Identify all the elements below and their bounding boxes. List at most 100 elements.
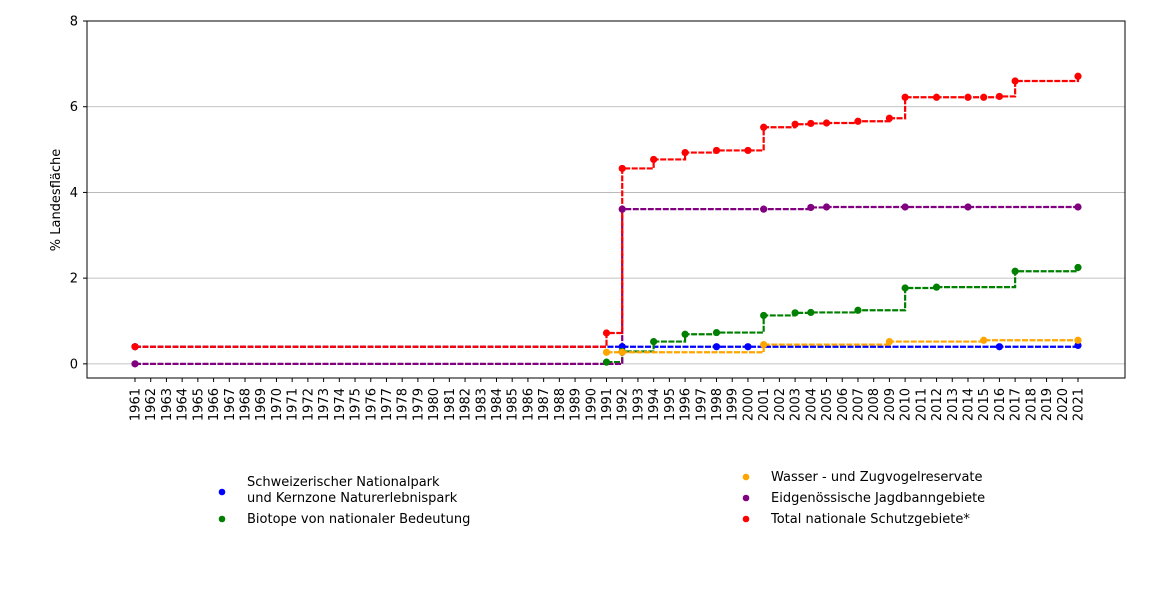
legend-marker <box>218 515 226 523</box>
data-point-4 <box>791 120 799 128</box>
x-tick-label: 2002 <box>773 388 788 421</box>
y-axis-title: % Landesfläche <box>49 149 64 252</box>
x-tick-label: 1982 <box>459 388 474 421</box>
legend-label: Schweizerischer Nationalpark und Kernzone… <box>247 475 458 506</box>
data-point-4 <box>760 123 768 131</box>
x-axis: 1961 1962 1963 1964 1965 1966 1967 1968 1969 1970… <box>129 378 1087 421</box>
data-points <box>131 72 1082 368</box>
legend-item: Biotope von nationaler Bedeutung <box>218 512 470 527</box>
data-point-3 <box>760 205 768 213</box>
legend-label: Wasser - und Zugvogelreservate <box>771 470 983 485</box>
x-tick-label: 2000 <box>741 388 756 421</box>
x-tick-label: 2018 <box>1024 388 1039 421</box>
data-point-1 <box>650 337 658 346</box>
x-tick-label: 1973 <box>317 388 332 421</box>
data-point-1 <box>791 309 799 317</box>
x-tick-label: 1998 <box>710 388 725 421</box>
x-tick-label: 2015 <box>977 388 992 421</box>
data-point-4 <box>807 119 815 128</box>
data-point-4 <box>932 93 941 101</box>
x-tick-label: 2006 <box>836 388 851 421</box>
x-tick-label: 1983 <box>474 388 489 421</box>
data-point-2 <box>885 337 894 346</box>
legend-item: Total nationale Schutzgebiete* <box>742 512 970 527</box>
legend-marker <box>742 473 750 481</box>
x-tick-label: 2001 <box>757 388 772 421</box>
data-point-2 <box>602 348 611 356</box>
data-point-4 <box>712 146 721 155</box>
data-point-4 <box>1074 72 1082 80</box>
x-tick-label: 1967 <box>223 388 238 421</box>
grid-lines <box>87 106 1125 365</box>
data-point-4 <box>131 343 139 351</box>
x-tick-label: 2009 <box>883 388 898 421</box>
x-tick-label: 2016 <box>993 388 1008 421</box>
x-tick-label: 2012 <box>930 388 945 421</box>
x-tick-label: 1978 <box>396 388 411 421</box>
x-tick-label: 1996 <box>679 388 694 421</box>
legend-label: Total nationale Schutzgebiete* <box>770 512 970 527</box>
x-tick-label: 1981 <box>443 388 458 421</box>
x-tick-label: 1999 <box>726 388 741 421</box>
x-tick-label: 1985 <box>506 388 521 421</box>
x-tick-label: 1965 <box>191 388 206 421</box>
x-tick-label: 1969 <box>254 388 269 421</box>
y-axis: 0 2 4 6 8 <box>70 15 87 372</box>
data-point-1 <box>602 358 611 366</box>
x-tick-label: 1984 <box>490 388 505 421</box>
data-point-1 <box>854 306 862 314</box>
data-point-4 <box>980 93 988 101</box>
x-tick-label: 1987 <box>537 388 552 421</box>
x-tick-label: 1993 <box>631 388 646 421</box>
x-tick-label: 2003 <box>789 388 804 421</box>
legend-label: Eidgenössische Jagdbanngebiete <box>771 491 985 506</box>
data-point-1 <box>807 308 815 317</box>
data-point-1 <box>1074 263 1082 272</box>
data-point-1 <box>760 311 768 320</box>
data-point-4 <box>744 146 752 155</box>
data-point-3 <box>964 203 972 211</box>
data-point-4 <box>822 119 831 127</box>
data-point-2 <box>980 336 988 344</box>
data-point-4 <box>618 164 626 173</box>
data-point-1 <box>901 284 909 292</box>
y-tick-label: 4 <box>70 186 78 201</box>
data-point-4 <box>602 329 611 337</box>
x-tick-label: 1975 <box>349 388 364 421</box>
x-tick-label: 1966 <box>207 388 222 421</box>
data-point-3 <box>807 203 815 212</box>
data-point-2 <box>1074 336 1082 344</box>
x-tick-label: 1990 <box>584 388 599 421</box>
series-line-4 <box>135 76 1080 348</box>
data-point-0 <box>995 343 1004 351</box>
x-tick-label: 1997 <box>694 388 709 421</box>
x-tick-label: 1986 <box>521 388 536 421</box>
y-tick-label: 0 <box>70 357 78 372</box>
y-tick-label: 8 <box>70 15 78 30</box>
x-tick-label: 1989 <box>569 388 584 421</box>
x-tick-label: 2019 <box>1040 388 1055 421</box>
x-tick-label: 1968 <box>239 388 254 421</box>
data-point-3 <box>131 360 139 368</box>
x-tick-label: 2005 <box>820 388 835 421</box>
x-tick-label: 1976 <box>364 388 379 421</box>
x-tick-label: 1972 <box>301 388 316 421</box>
legend-item: Wasser - und Zugvogelreservate <box>742 470 983 485</box>
legend-marker <box>742 515 750 523</box>
data-point-3 <box>822 203 831 211</box>
legend-label: Biotope von nationaler Bedeutung <box>247 512 470 527</box>
data-point-4 <box>681 148 689 157</box>
data-point-2 <box>760 340 768 349</box>
legend-item: Eidgenössische Jagdbanngebiete <box>742 491 985 506</box>
plot-frame <box>86 20 1126 379</box>
data-point-0 <box>1074 341 1082 350</box>
x-tick-label: 2008 <box>867 388 882 421</box>
data-point-1 <box>1011 267 1019 275</box>
data-point-4 <box>854 117 862 125</box>
data-point-3 <box>1074 203 1082 211</box>
legend-marker <box>218 488 226 496</box>
x-tick-label: 2013 <box>946 388 961 421</box>
x-tick-label: 1980 <box>427 388 442 421</box>
x-tick-label: 2021 <box>1072 388 1087 421</box>
